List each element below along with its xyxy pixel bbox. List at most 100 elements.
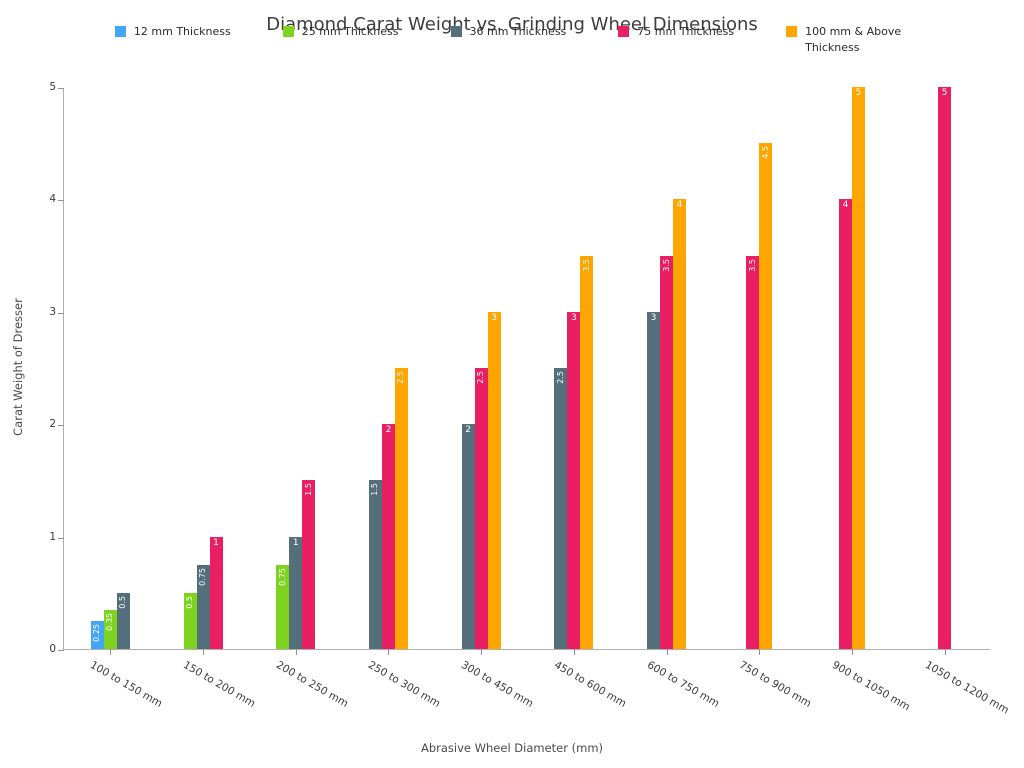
bar-group: 250 to 300 mm 1.5 2 2.5 xyxy=(342,88,443,710)
x-tick-mark xyxy=(203,649,205,655)
legend-label: 75 mm Thickness xyxy=(637,25,735,38)
bar: 5 xyxy=(851,87,865,649)
legend: 12 mm Thickness 25 mm Thickness 36 mm Thic… xyxy=(0,24,1024,56)
x-tick-label: 200 to 250 mm xyxy=(273,659,350,710)
bar-value-label: 4.5 xyxy=(760,146,770,159)
x-tick-mark xyxy=(851,649,853,655)
x-tick-mark xyxy=(388,649,390,655)
bar-value-label: 0.25 xyxy=(92,623,102,642)
bar: 2 xyxy=(381,424,395,649)
bar-value-label: 5 xyxy=(855,88,862,98)
bar: 4 xyxy=(838,199,852,649)
bar: 0.25 xyxy=(90,620,104,649)
legend-swatch xyxy=(786,26,798,37)
y-tick-label: 2 xyxy=(49,418,56,431)
bar-value-label: 3 xyxy=(570,312,577,323)
x-tick-mark xyxy=(944,649,946,655)
bar-value-label: 3 xyxy=(491,312,497,323)
bar-value-label: 0.35 xyxy=(105,612,115,631)
bar-value-label: 0.75 xyxy=(198,567,208,586)
bar-value-label: 2 xyxy=(465,425,471,436)
bar-value-label: 0.75 xyxy=(277,567,287,586)
legend-swatch xyxy=(618,26,630,37)
y-tick-mark xyxy=(58,537,64,539)
bar-value-label: 4 xyxy=(676,200,683,211)
bar-group: 200 to 250 mm 0.75 1 1.5 xyxy=(249,88,350,710)
bar: 1 xyxy=(289,536,303,649)
bar-value-label: 2.5 xyxy=(555,371,565,384)
bar-group: 150 to 200 mm 0.5 0.75 1 xyxy=(157,88,257,710)
bar: 0.75 xyxy=(276,564,290,649)
plot-area: 0 1 2 3 4 5 100 to 150 mm 0.25 0.35 0.5 150 to 200… xyxy=(49,81,1010,717)
bar: 3 xyxy=(567,311,581,649)
bar-value-label: 1.5 xyxy=(303,483,313,497)
bar-value-label: 1 xyxy=(213,537,219,548)
bar: 1.5 xyxy=(302,480,316,649)
x-tick-label: 150 to 200 mm xyxy=(181,659,258,710)
bar-value-label: 3.5 xyxy=(747,258,757,272)
bar: 4 xyxy=(673,199,687,649)
x-tick-mark xyxy=(573,649,575,655)
legend-item: 100 mm & Above Thickness xyxy=(786,24,909,56)
bar: 2.5 xyxy=(554,368,568,649)
bar-value-label: 1.5 xyxy=(370,483,380,497)
bar-value-label: 2.5 xyxy=(476,371,486,384)
y-tick-label: 0 xyxy=(49,643,56,655)
x-tick-label: 250 to 300 mm xyxy=(366,659,443,710)
bar-value-label: 2.5 xyxy=(396,371,406,384)
y-axis-title: Carat Weight of Dresser xyxy=(11,298,25,436)
y-tick-mark xyxy=(58,88,64,89)
bar: 3.5 xyxy=(660,255,674,649)
bar-value-label: 3.5 xyxy=(661,258,671,272)
bar-group: 1050 to 1200 mm 5 xyxy=(898,87,1010,717)
bar-value-label: 5 xyxy=(941,88,948,98)
bar: 0.5 xyxy=(183,592,197,649)
bar-group: 600 to 750 mm 3 3.5 4 xyxy=(620,88,721,710)
bar: 3 xyxy=(647,311,661,649)
legend-label: 25 mm Thickness xyxy=(301,25,399,38)
x-tick-mark xyxy=(481,649,483,655)
bar: 1 xyxy=(209,536,223,649)
y-tick-mark xyxy=(58,650,64,651)
bar: 3 xyxy=(487,311,501,649)
bar-group: 100 to 150 mm 0.25 0.35 0.5 xyxy=(64,88,165,710)
bar: 3.5 xyxy=(746,255,760,649)
legend-swatch xyxy=(450,26,462,37)
legend-label: 100 mm & Above Thickness xyxy=(805,25,902,54)
y-tick-label: 3 xyxy=(49,305,56,318)
legend-label: 36 mm Thickness xyxy=(469,25,567,38)
bar: 2.5 xyxy=(474,368,488,649)
y-tick-label: 5 xyxy=(49,81,56,93)
bar-value-label: 4 xyxy=(842,200,849,211)
bar: 0.5 xyxy=(116,592,130,649)
x-axis-title: Abrasive Wheel Diameter (mm) xyxy=(420,741,604,755)
y-tick-label: 1 xyxy=(49,530,56,543)
legend-item: 25 mm Thickness xyxy=(282,24,399,40)
y-tick-mark xyxy=(58,312,64,314)
legend-item: 36 mm Thickness xyxy=(450,24,567,40)
bar-group: 750 to 900 mm 3.5 4.5 xyxy=(713,88,813,710)
bar: 2 xyxy=(461,424,475,649)
legend-item: 12 mm Thickness xyxy=(114,24,231,40)
bar: 4.5 xyxy=(759,143,773,649)
bar-group: 900 to 1050 mm 4 5 xyxy=(806,87,912,713)
y-tick-mark xyxy=(58,425,64,427)
legend-label: 12 mm Thickness xyxy=(133,25,231,38)
bar: 1.5 xyxy=(368,480,382,649)
legend-swatch xyxy=(114,26,126,37)
x-tick-mark xyxy=(295,649,297,655)
bar-group: 450 to 600 mm 2.5 3 3.5 xyxy=(528,88,628,710)
bar-value-label: 2 xyxy=(385,425,392,436)
bar: 0.75 xyxy=(196,564,210,649)
bar: 2.5 xyxy=(394,368,408,649)
x-tick-label: 1050 to 1200 mm xyxy=(922,659,1011,717)
bar-value-label: 3.5 xyxy=(581,258,591,272)
chart-title: Diamond Carat Weight vs. Grinding Wheel … xyxy=(266,14,758,35)
x-tick-mark xyxy=(110,649,112,655)
x-tick-label: 300 to 450 mm xyxy=(459,659,536,710)
bar: 0.35 xyxy=(103,609,117,649)
legend-item: 75 mm Thickness xyxy=(618,24,734,40)
bar-value-label: 0.5 xyxy=(118,595,128,609)
y-tick-mark xyxy=(58,200,64,202)
